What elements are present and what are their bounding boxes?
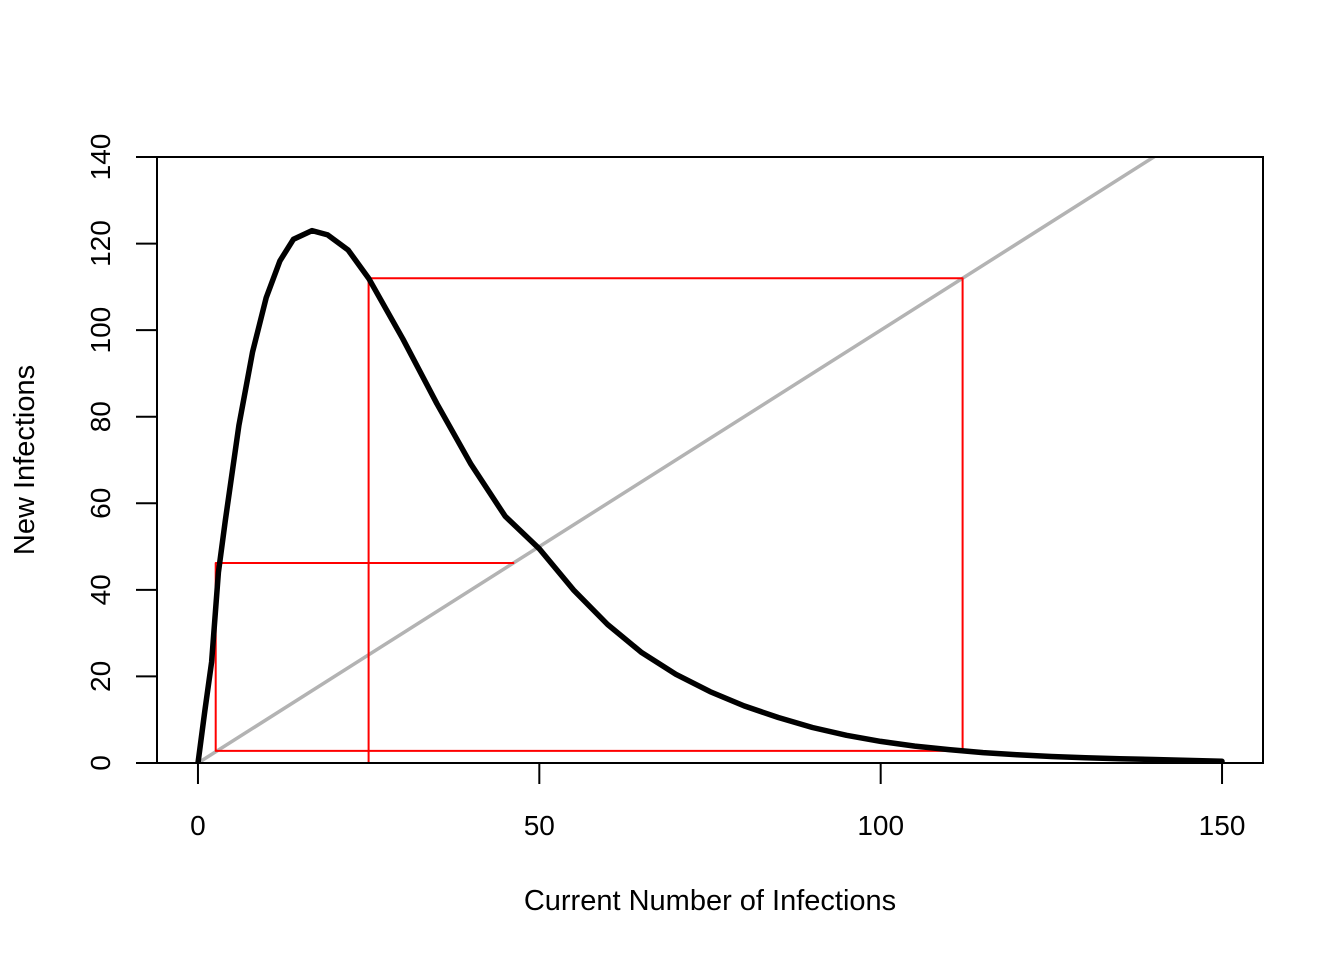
x-axis-title: Current Number of Infections: [524, 885, 896, 917]
axes-layer: 0 50 100 150 0 20 40 60 80 100 120 140: [85, 134, 1245, 841]
y-tick-label: 120: [85, 220, 116, 267]
plot-frame: [156, 156, 1264, 764]
infection-curve: [195, 227, 1225, 763]
y-tick-label: 0: [85, 755, 116, 771]
identity-line: [196, 157, 1158, 763]
y-axis-title: New Infections: [9, 365, 41, 555]
y-tick-label: 20: [85, 661, 116, 692]
x-tick-label: 150: [1199, 810, 1246, 841]
y-tick-label: 80: [85, 401, 116, 432]
x-tick-label: 50: [524, 810, 555, 841]
y-tick-label: 60: [85, 488, 116, 519]
y-tick-label: 140: [85, 134, 116, 181]
x-tick-label: 0: [190, 810, 206, 841]
y-tick-label: 40: [85, 574, 116, 605]
marks-layer: [195, 157, 1225, 763]
x-tick-label: 100: [857, 810, 904, 841]
y-tick-label: 100: [85, 307, 116, 354]
